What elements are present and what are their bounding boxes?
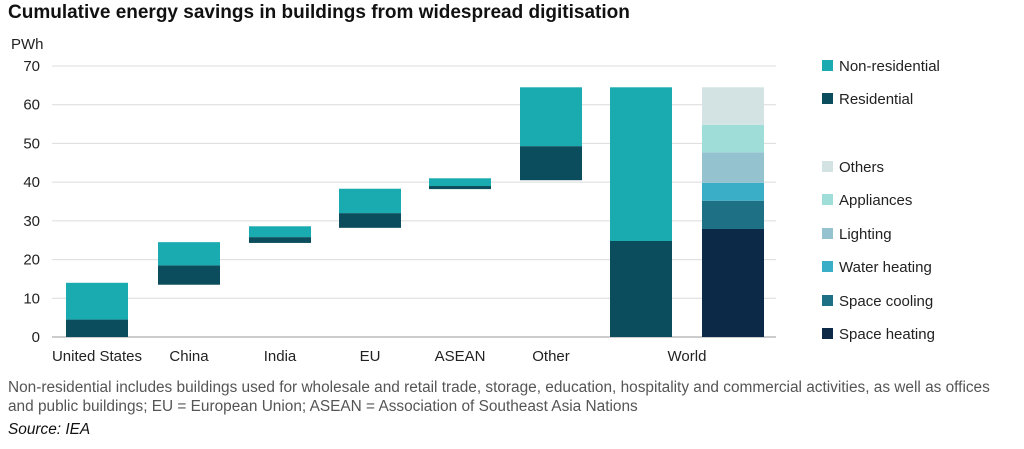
y-tick-label: 50: [23, 135, 40, 152]
legend-swatch-non-residential: [822, 60, 833, 71]
bar-non-residential-other: [520, 87, 582, 147]
y-tick-label: 40: [23, 174, 40, 191]
legend-label-appliances: Appliances: [839, 192, 912, 209]
bar-world-others: [702, 87, 764, 125]
y-axis: 0 10 20 30 40 50 60 70 PWh: [11, 36, 44, 346]
energy-savings-chart: 0 10 20 30 40 50 60 70 PWh United States China Ind…: [11, 36, 940, 365]
legend-label-non-residential: Non-residential: [839, 58, 940, 75]
x-tick-label: ASEAN: [435, 348, 486, 365]
bar-non-residential-world: [610, 87, 672, 241]
bar-residential-united-states: [66, 319, 128, 337]
y-tick-label: 30: [23, 213, 40, 230]
legend-label-space-heating: Space heating: [839, 326, 935, 343]
legend-label-others: Others: [839, 159, 884, 176]
bar-non-residential-eu: [339, 188, 401, 214]
bars: [66, 87, 764, 337]
bar-residential-china: [158, 265, 220, 285]
y-tick-label: 70: [23, 58, 40, 75]
legend-swatch-appliances: [822, 194, 833, 205]
x-tick-label: World: [668, 348, 707, 365]
bar-residential-world: [610, 240, 672, 337]
bar-world-appliances: [702, 124, 764, 153]
legend-swatch-lighting: [822, 228, 833, 239]
x-tick-label: India: [264, 348, 297, 365]
legend-label-residential: Residential: [839, 91, 913, 108]
y-tick-label: 0: [32, 329, 40, 346]
bar-residential-india: [249, 237, 311, 243]
y-tick-label: 60: [23, 97, 40, 114]
footnote: Non-residential includes buildings used …: [8, 379, 990, 415]
bar-residential-eu: [339, 213, 401, 228]
bar-non-residential-asean: [429, 178, 491, 187]
y-tick-label: 20: [23, 252, 40, 269]
bar-world-lighting: [702, 152, 764, 183]
legend-swatch-space-cooling: [822, 295, 833, 306]
legend: Non-residential Residential Others Applianc…: [822, 58, 940, 343]
legend-swatch-residential: [822, 93, 833, 104]
x-tick-label: China: [169, 348, 209, 365]
bar-residential-other: [520, 146, 582, 181]
legend-swatch-others: [822, 161, 833, 172]
chart-title: Cumulative energy savings in buildings f…: [8, 2, 630, 23]
bar-world-water-heating: [702, 182, 764, 201]
bar-non-residential-china: [158, 242, 220, 266]
bar-non-residential-india: [249, 226, 311, 238]
x-tick-label: EU: [360, 348, 381, 365]
legend-swatch-space-heating: [822, 328, 833, 339]
legend-swatch-water-heating: [822, 261, 833, 272]
bar-world-space-cooling: [702, 200, 764, 229]
legend-label-water-heating: Water heating: [839, 259, 932, 276]
y-tick-label: 10: [23, 290, 40, 307]
bar-non-residential-united-states: [66, 282, 128, 320]
bar-residential-asean: [429, 186, 491, 190]
legend-label-lighting: Lighting: [839, 226, 892, 243]
x-tick-label: Other: [532, 348, 570, 365]
x-tick-label: United States: [52, 348, 142, 365]
legend-label-space-cooling: Space cooling: [839, 293, 933, 310]
x-axis: United States China India EU ASEAN Other World: [52, 348, 706, 365]
bar-world-space-heating: [702, 228, 764, 337]
y-axis-unit: PWh: [11, 36, 44, 53]
source-note: Source: IEA: [8, 421, 91, 438]
